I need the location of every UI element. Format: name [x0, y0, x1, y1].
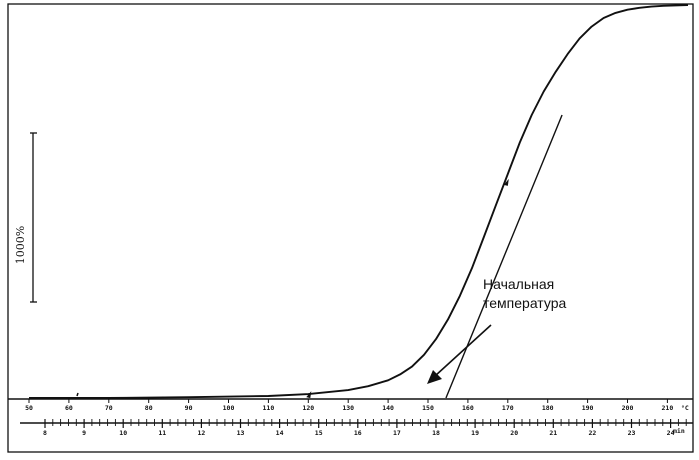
time-tick-label: 12: [197, 429, 205, 437]
temperature-tick-label: 80: [145, 404, 153, 412]
temperature-axis: 50 60 70 80 90 100 110 120 130 140 150 160 170 180 190…: [25, 399, 699, 412]
time-tick-label: 22: [588, 429, 596, 437]
temperature-unit: °C: [681, 404, 689, 412]
temperature-tick-label: 160: [462, 404, 474, 412]
curve-marker: [77, 393, 78, 396]
temperature-tick-label: 90: [185, 404, 193, 412]
transition-curve: [29, 5, 688, 398]
time-tick-label: 23: [628, 429, 636, 437]
time-tick-label: 16: [354, 429, 362, 437]
temperature-tick-label: 140: [382, 404, 394, 412]
time-tick-label: 20: [510, 429, 518, 437]
time-tick-label: 9: [82, 429, 86, 437]
annotation-label-line-1: Начальная: [483, 276, 554, 292]
time-axis: 8910111213141516171819202122232425: [43, 419, 699, 437]
time-tick-label: 11: [158, 429, 166, 437]
time-tick-label: 19: [471, 429, 479, 437]
temperature-tick-label: 210: [662, 404, 674, 412]
time-unit: min: [673, 427, 685, 435]
annotation-arrow: [427, 325, 491, 384]
temperature-tick-label: 50: [25, 404, 33, 412]
temperature-tick-label: 100: [223, 404, 235, 412]
time-tick-label: 8: [43, 429, 47, 437]
curve-layer: [29, 5, 688, 398]
temperature-tick-label: 200: [622, 404, 634, 412]
temperature-tick-label: 170: [502, 404, 514, 412]
temperature-tick-label: 60: [65, 404, 73, 412]
time-tick-label: 13: [237, 429, 245, 437]
tangent-line: [446, 115, 562, 398]
plot-frame: [8, 4, 693, 452]
scale-bar: [30, 133, 37, 302]
time-tick-label: 14: [276, 429, 284, 437]
time-tick-label: 15: [315, 429, 323, 437]
temperature-tick-label: 120: [302, 404, 314, 412]
time-tick-label: 10: [119, 429, 127, 437]
temperature-tick-label: 190: [582, 404, 594, 412]
time-tick-label: 18: [432, 429, 440, 437]
temperature-tick-label: 130: [342, 404, 354, 412]
temperature-tick-label: 150: [422, 404, 434, 412]
scale-bar-label: 1000%: [14, 226, 27, 264]
annotation-label-line-2: температура: [483, 295, 566, 311]
temperature-tick-label: 110: [263, 404, 275, 412]
temperature-tick-label: 180: [542, 404, 554, 412]
time-tick-label: 17: [393, 429, 401, 437]
temperature-tick-label: 70: [105, 404, 113, 412]
time-tick-label: 21: [549, 429, 557, 437]
